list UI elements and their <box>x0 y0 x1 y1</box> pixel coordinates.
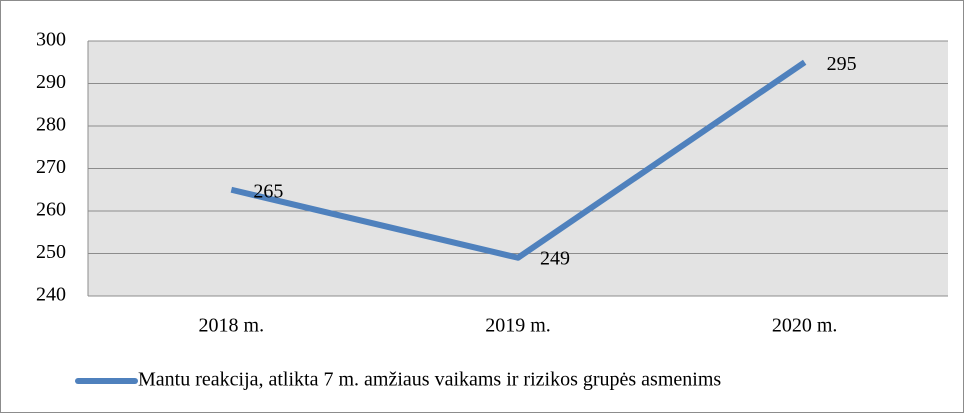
y-tick-label: 260 <box>36 199 66 221</box>
x-tick-label: 2019 m. <box>485 315 551 337</box>
y-tick-label: 290 <box>36 71 66 93</box>
y-tick-label: 300 <box>36 29 66 51</box>
data-label: 265 <box>253 180 283 202</box>
data-label: 249 <box>540 247 570 269</box>
y-tick-label: 280 <box>36 114 66 136</box>
x-tick-label: 2020 m. <box>772 315 838 337</box>
series-line <box>230 59 807 261</box>
y-tick-label: 250 <box>36 241 66 263</box>
data-label: 295 <box>827 53 857 75</box>
y-tick-label: 240 <box>36 284 66 306</box>
x-tick-label: 2018 m. <box>199 315 265 337</box>
y-tick-label: 270 <box>36 156 66 178</box>
legend-label: Mantu reakcija, atlikta 7 m. amžiaus vai… <box>138 369 721 391</box>
